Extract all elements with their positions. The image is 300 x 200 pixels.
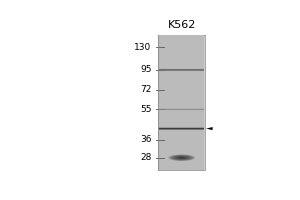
Text: K562: K562: [167, 20, 196, 30]
Bar: [159, 68, 204, 69]
Bar: [159, 69, 204, 70]
Bar: [159, 126, 204, 127]
Text: 55: 55: [140, 105, 152, 114]
Bar: [159, 128, 204, 129]
Ellipse shape: [168, 154, 195, 161]
Bar: [159, 129, 204, 130]
Bar: [159, 128, 204, 129]
Bar: [159, 69, 204, 70]
Ellipse shape: [169, 155, 194, 161]
Text: 28: 28: [140, 153, 152, 162]
Ellipse shape: [175, 156, 188, 159]
Ellipse shape: [174, 156, 190, 160]
Bar: [159, 109, 204, 110]
Bar: [158, 35, 205, 170]
Text: 95: 95: [140, 65, 152, 74]
Bar: [159, 108, 204, 109]
Bar: [159, 108, 204, 109]
Bar: [159, 110, 204, 111]
Ellipse shape: [179, 157, 184, 158]
Bar: [159, 127, 204, 128]
Bar: [159, 109, 204, 110]
Bar: [159, 126, 204, 127]
Ellipse shape: [177, 157, 186, 159]
Ellipse shape: [172, 155, 192, 160]
Bar: [159, 127, 204, 128]
Bar: [159, 35, 204, 170]
Bar: [159, 70, 204, 71]
Text: 130: 130: [134, 43, 152, 52]
Bar: [159, 130, 204, 131]
Polygon shape: [206, 127, 213, 130]
Bar: [159, 71, 204, 72]
Bar: [159, 70, 204, 71]
Text: 36: 36: [140, 135, 152, 144]
Bar: [159, 68, 204, 69]
Bar: [159, 129, 204, 130]
Ellipse shape: [173, 156, 190, 160]
Ellipse shape: [176, 156, 187, 159]
Ellipse shape: [178, 157, 185, 159]
Bar: [159, 110, 204, 111]
Text: 72: 72: [140, 85, 152, 94]
Bar: [159, 71, 204, 72]
Ellipse shape: [181, 157, 183, 158]
Ellipse shape: [170, 155, 193, 160]
